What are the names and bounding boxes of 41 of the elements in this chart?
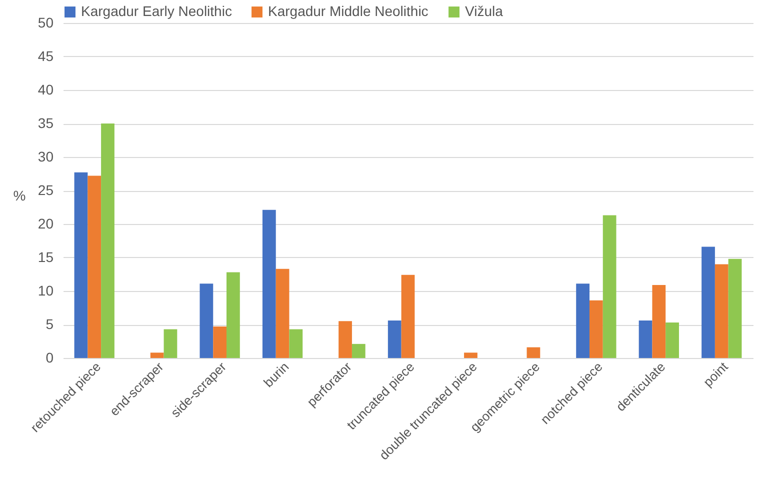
y-tick-label: 5 <box>46 316 54 332</box>
bar <box>526 347 540 358</box>
y-tick-label: 30 <box>38 148 54 164</box>
bar <box>728 258 742 358</box>
bar <box>150 352 164 358</box>
bar <box>200 284 214 358</box>
bar <box>213 326 227 358</box>
bar <box>638 320 652 358</box>
bar <box>276 268 290 358</box>
bar <box>602 215 616 358</box>
bar <box>652 284 666 358</box>
bar <box>388 320 402 358</box>
bar <box>576 284 590 358</box>
bar <box>714 264 728 358</box>
y-tick-label: 45 <box>38 48 54 64</box>
bar <box>289 329 303 358</box>
y-tick-label: 25 <box>38 182 54 198</box>
bar <box>164 329 178 358</box>
bar <box>226 272 240 358</box>
y-tick-label: 35 <box>38 115 54 131</box>
bar <box>352 344 366 358</box>
y-tick-label: 0 <box>46 350 54 366</box>
bar <box>401 274 415 358</box>
bar <box>101 124 114 358</box>
y-tick-label: 10 <box>38 282 54 298</box>
bar <box>88 176 102 358</box>
y-axis-title: % <box>13 188 26 204</box>
legend-label: Kargadur Early Neolithic <box>81 3 232 19</box>
y-tick-label: 50 <box>38 14 54 30</box>
legend-label: Vižula <box>465 3 504 19</box>
legend-label: Kargadur Middle Neolithic <box>268 3 428 19</box>
bar <box>589 300 603 358</box>
bar <box>666 322 679 358</box>
y-tick-label: 20 <box>38 216 54 232</box>
bar <box>338 321 352 358</box>
bar <box>464 352 478 358</box>
y-tick-label: 15 <box>38 249 54 265</box>
bar <box>262 210 276 358</box>
bar <box>702 246 715 358</box>
y-tick-label: 40 <box>38 82 54 98</box>
bar <box>74 172 88 358</box>
